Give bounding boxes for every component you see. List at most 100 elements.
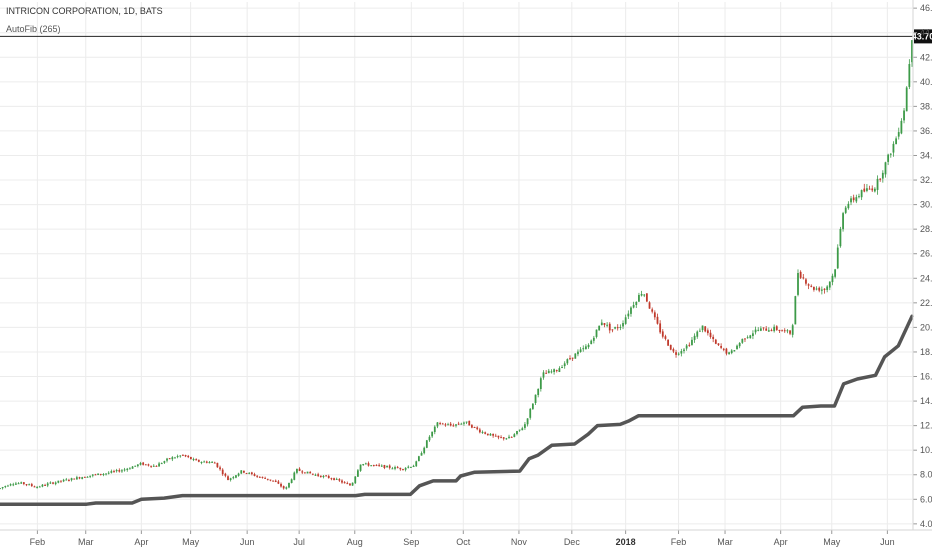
candle-body [240, 470, 243, 474]
candle-body [884, 162, 887, 175]
candle-body [871, 188, 874, 191]
candle-body [7, 485, 9, 487]
candle-body [372, 465, 375, 467]
candle-body [850, 198, 852, 203]
candle-body [669, 344, 672, 350]
candle-body [166, 458, 168, 461]
candle-body [595, 329, 598, 337]
candle-body [343, 482, 346, 484]
candle-body [62, 479, 65, 482]
candle-body [65, 479, 68, 481]
candle-body [330, 478, 333, 480]
y-tick-label: 14.00 [920, 396, 932, 406]
candle-body [301, 471, 304, 473]
candle-body [335, 478, 338, 480]
candle-body [550, 371, 553, 373]
candle-body [224, 473, 227, 476]
candle-body [683, 349, 685, 352]
candle-body [738, 342, 741, 347]
candle-body [160, 463, 163, 465]
candle-body [370, 465, 373, 467]
candle-body [15, 483, 17, 485]
candle-body [836, 247, 839, 269]
overlay-layer: 43.70 [0, 29, 932, 44]
candle-body [17, 483, 20, 485]
candle-body [303, 472, 306, 474]
candle-body [68, 479, 70, 481]
candle-body [815, 288, 818, 290]
candles-layer [0, 39, 913, 490]
candle-body [187, 455, 190, 458]
candle-body [866, 188, 868, 191]
candle-body [879, 178, 882, 180]
candle-body [115, 469, 118, 472]
candle-body [197, 459, 200, 462]
candle-body [102, 474, 105, 476]
candle-body [531, 403, 534, 409]
candle-body [656, 316, 659, 324]
candle-body [664, 336, 667, 339]
candle-body [757, 329, 760, 331]
candle-body [280, 483, 282, 487]
candle-body [608, 323, 611, 331]
x-tick-label: Jun [240, 537, 255, 547]
candle-body [30, 484, 33, 486]
candle-body [129, 468, 131, 470]
candle-body [277, 481, 280, 484]
candle-body [645, 293, 648, 302]
candle-body [471, 425, 473, 428]
autofib-line [0, 314, 914, 506]
candle-body [282, 486, 285, 489]
candle-body [266, 478, 269, 480]
candle-body [797, 273, 799, 295]
candle-body [253, 474, 256, 476]
candle-body [693, 335, 696, 340]
candle-body [643, 294, 646, 296]
candle-body [868, 188, 871, 190]
candle-body [399, 467, 402, 470]
y-tick-label: 44.00 [920, 28, 932, 38]
candle-body [290, 479, 293, 484]
y-tick-label: 8.00 [920, 470, 932, 480]
candle-body [105, 473, 107, 475]
candle-body [325, 475, 327, 477]
candle-body [592, 337, 595, 341]
candle-body [447, 424, 449, 426]
candle-body [200, 461, 203, 463]
candle-body [171, 457, 174, 460]
candle-body [78, 477, 81, 479]
candle-body [121, 470, 123, 472]
candle-body [46, 483, 49, 486]
candle-body [410, 466, 412, 468]
candle-body [598, 325, 601, 331]
candle-body [131, 466, 134, 469]
candle-body [675, 352, 677, 355]
candle-body [433, 426, 436, 433]
candle-body [97, 473, 99, 475]
candle-body [545, 372, 548, 374]
candle-body [661, 331, 664, 337]
candle-body [341, 480, 343, 483]
candle-body [243, 470, 245, 473]
candle-body [571, 357, 574, 359]
candle-body [783, 330, 786, 332]
candle-body [357, 470, 359, 477]
candle-body [900, 120, 903, 134]
candle-body [494, 435, 497, 437]
candle-body [500, 437, 502, 439]
candle-body [36, 487, 39, 489]
candle-body [468, 420, 471, 426]
candle-body [908, 64, 911, 87]
x-tick-label: Nov [511, 537, 528, 547]
candle-body [248, 472, 251, 474]
candle-body [351, 482, 354, 486]
candle-body [873, 188, 876, 192]
candle-body [858, 196, 860, 198]
last-price-tag [914, 29, 932, 44]
candle-body [235, 475, 237, 478]
y-tick-label: 16.00 [920, 372, 932, 382]
candle-body [346, 483, 349, 485]
y-tick-label: 32.00 [920, 175, 932, 185]
